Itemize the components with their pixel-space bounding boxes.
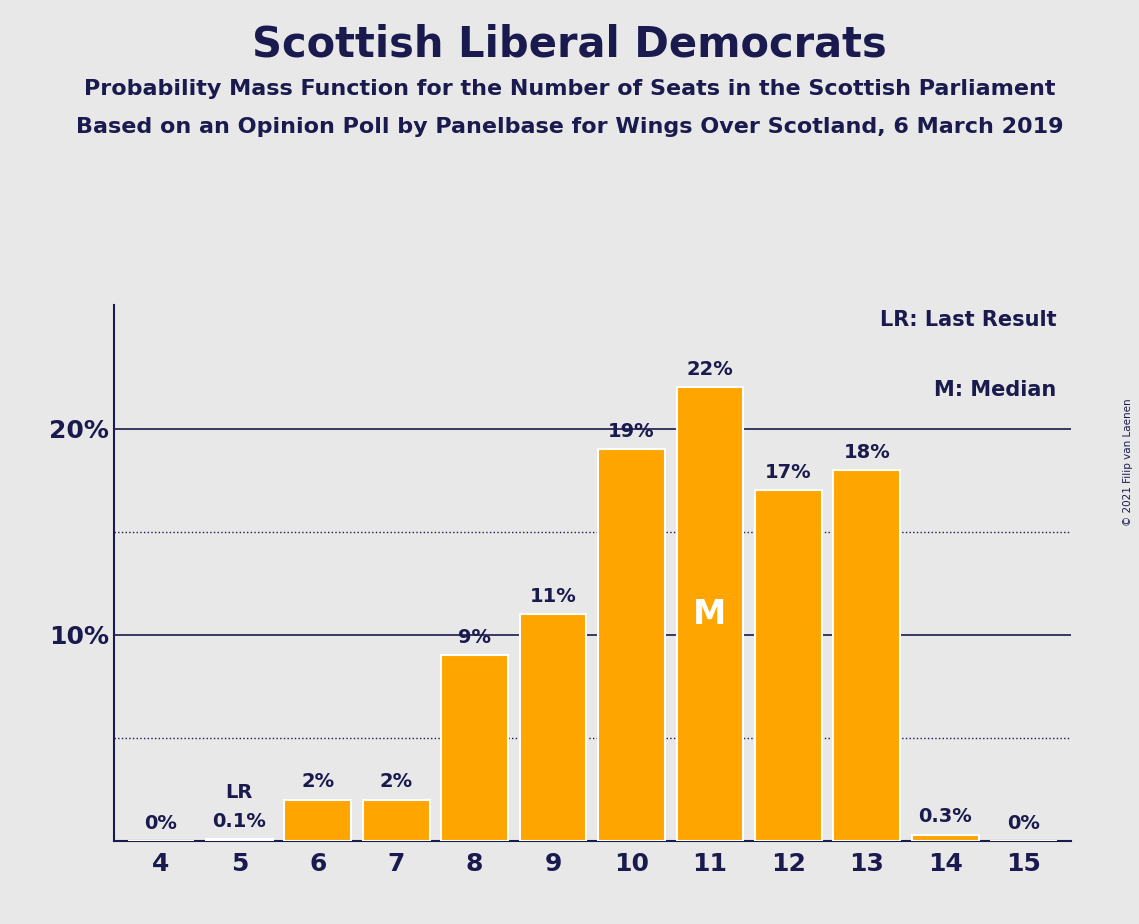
Bar [206,839,272,841]
Text: 0%: 0% [1007,814,1040,833]
Text: Based on an Opinion Poll by Panelbase for Wings Over Scotland, 6 March 2019: Based on an Opinion Poll by Panelbase fo… [76,117,1063,138]
Text: Scottish Liberal Democrats: Scottish Liberal Democrats [252,23,887,65]
Text: 22%: 22% [687,360,734,379]
Text: 0%: 0% [145,814,178,833]
Text: 11%: 11% [530,587,576,606]
Text: 0.1%: 0.1% [213,811,267,831]
Bar [598,449,665,841]
Text: M: Median: M: Median [934,380,1056,400]
Bar [285,799,351,841]
Text: © 2021 Filip van Laenen: © 2021 Filip van Laenen [1123,398,1133,526]
Bar [363,799,429,841]
Text: 2%: 2% [379,772,412,791]
Bar [519,614,587,841]
Text: 2%: 2% [301,772,335,791]
Text: 18%: 18% [843,443,891,462]
Text: LR: Last Result: LR: Last Result [879,310,1056,330]
Bar [441,655,508,841]
Text: M: M [694,598,727,630]
Text: 9%: 9% [458,628,491,647]
Bar [755,491,821,841]
Text: Probability Mass Function for the Number of Seats in the Scottish Parliament: Probability Mass Function for the Number… [84,79,1055,99]
Bar [834,469,900,841]
Bar [677,387,744,841]
Text: 19%: 19% [608,422,655,441]
Text: LR: LR [226,783,253,802]
Bar [912,834,978,841]
Text: 0.3%: 0.3% [918,808,972,826]
Text: 17%: 17% [765,463,812,482]
